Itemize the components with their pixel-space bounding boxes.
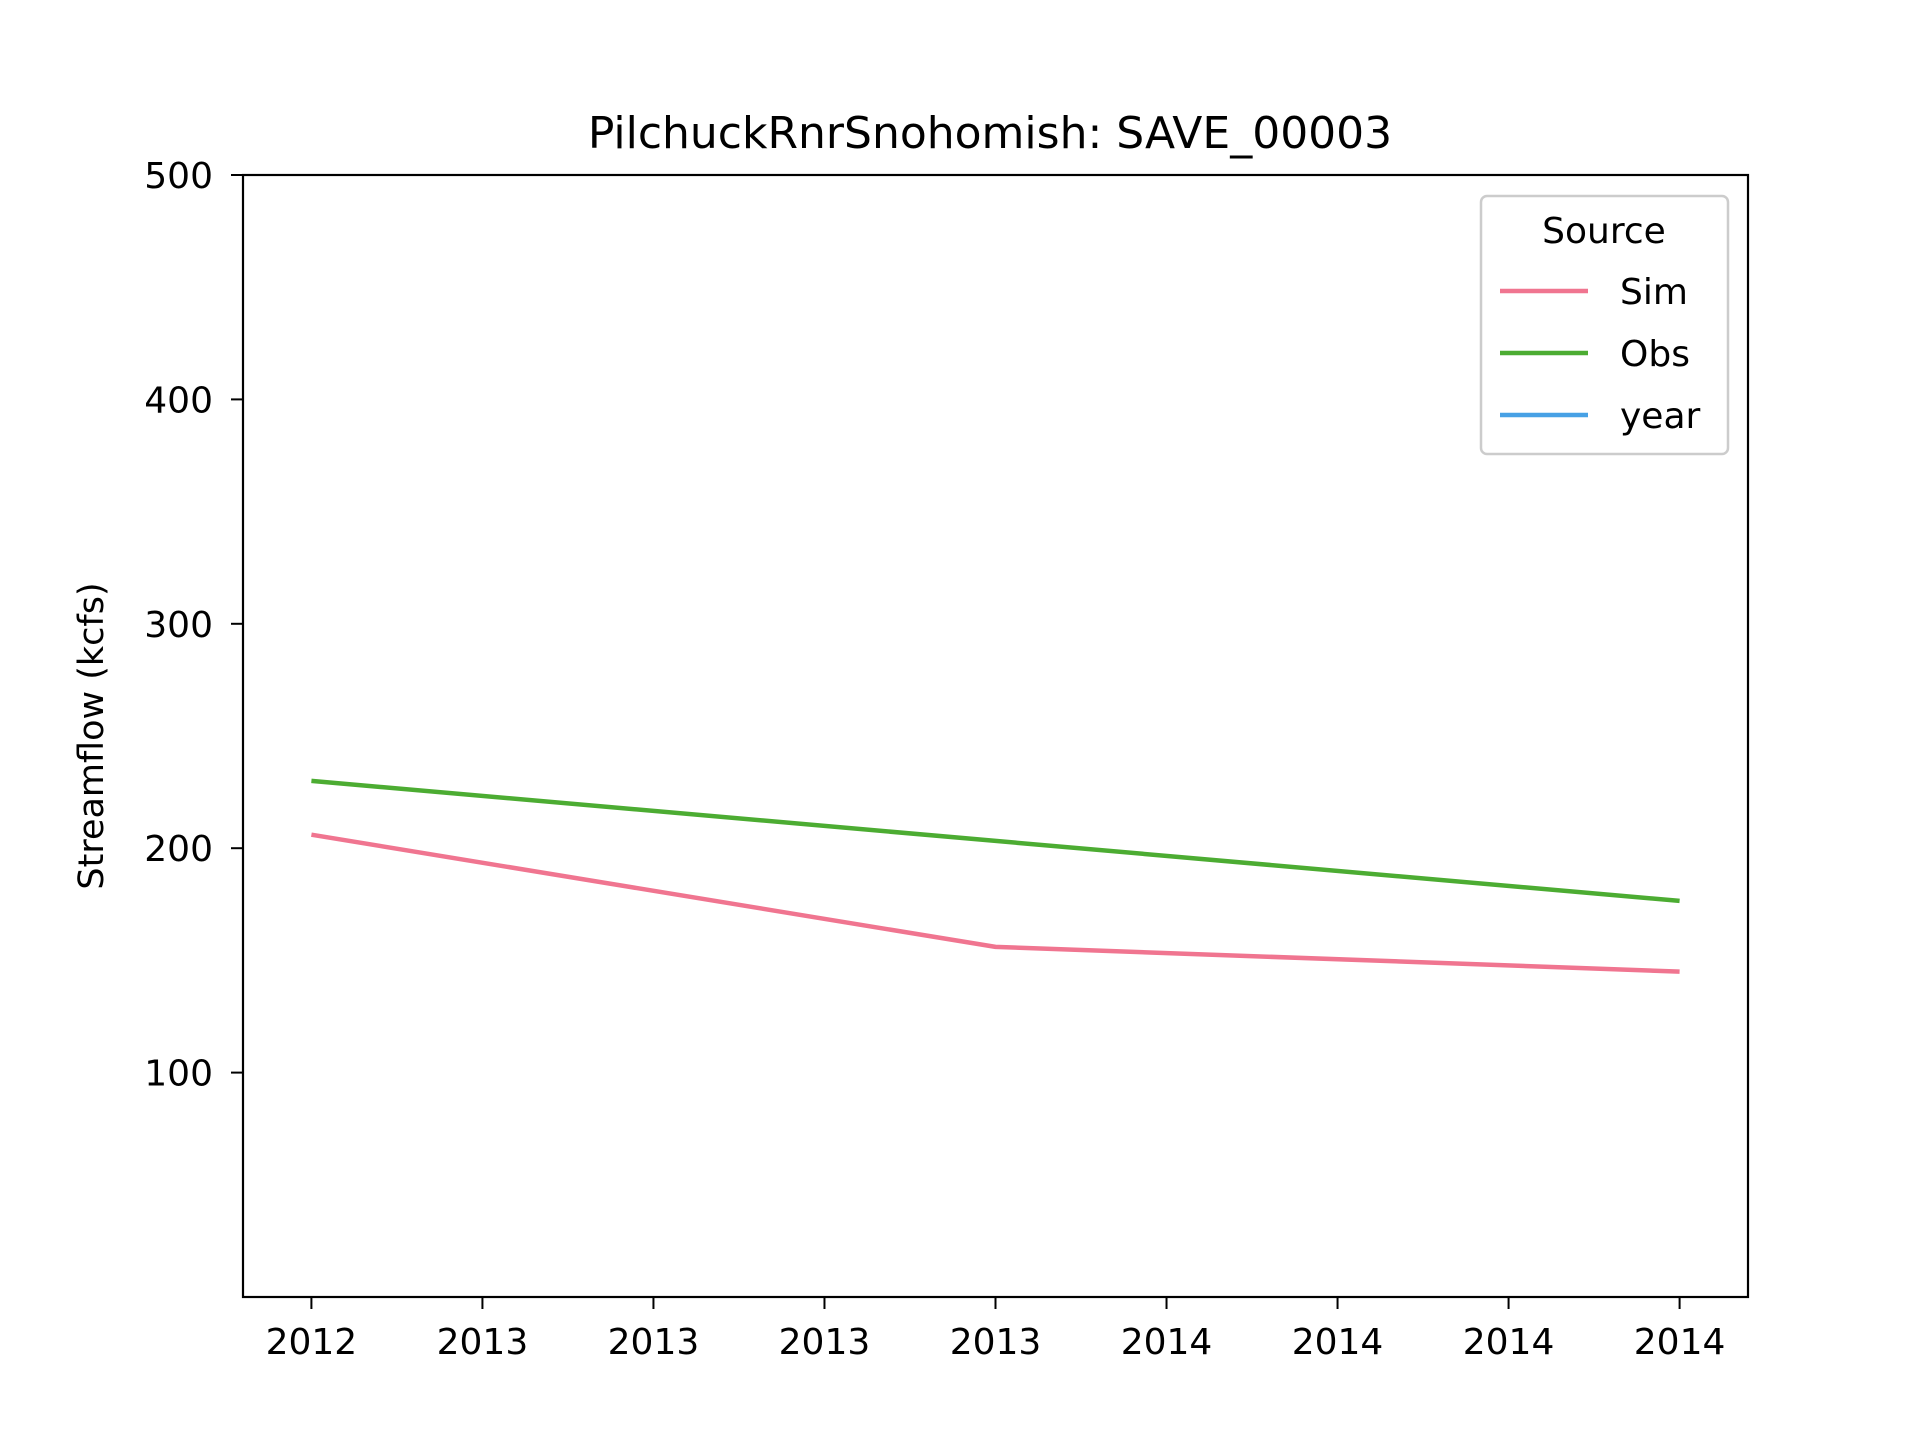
legend-label-obs: Obs — [1620, 334, 1690, 375]
x-tick-label: 2014 — [1634, 1322, 1726, 1363]
legend-title: Source — [1542, 211, 1666, 252]
chart-title: PilchuckRnrSnohomish: SAVE_00003 — [588, 108, 1392, 159]
x-tick-label: 2014 — [1292, 1322, 1384, 1363]
y-tick-label: 200 — [144, 829, 213, 870]
x-tick-label: 2013 — [950, 1322, 1042, 1363]
y-tick-label: 300 — [144, 605, 213, 646]
x-tick-label: 2014 — [1463, 1322, 1555, 1363]
legend-label-year: year — [1620, 396, 1701, 437]
y-tick-label: 100 — [144, 1054, 213, 1095]
legend: Source Sim Obs year — [1481, 196, 1728, 454]
x-tick-label: 2013 — [608, 1322, 700, 1363]
x-tick-label: 2014 — [1121, 1322, 1213, 1363]
legend-label-sim: Sim — [1620, 272, 1688, 313]
y-axis-label: Streamflow (kcfs) — [72, 582, 112, 889]
x-tick-label: 2013 — [437, 1322, 529, 1363]
y-tick-label: 500 — [144, 156, 213, 197]
x-tick-label: 2012 — [266, 1322, 358, 1363]
x-tick-label: 2013 — [779, 1322, 871, 1363]
y-tick-label: 400 — [144, 380, 213, 421]
